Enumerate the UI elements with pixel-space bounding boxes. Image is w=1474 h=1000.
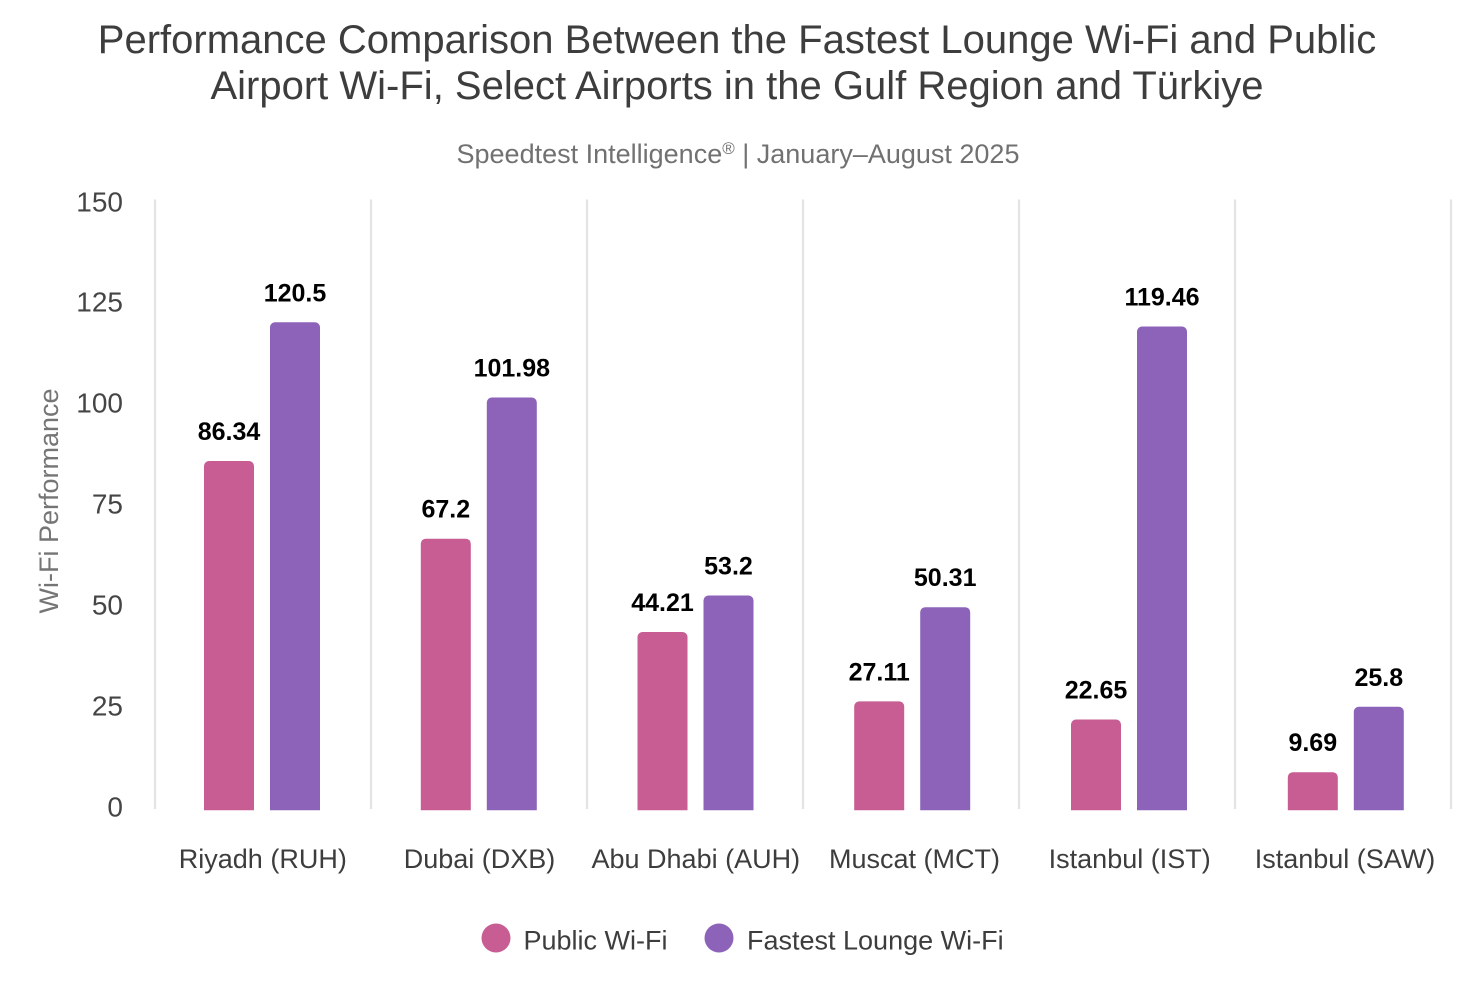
svg-text:67.2: 67.2 <box>421 496 470 524</box>
svg-text:86.34: 86.34 <box>198 418 261 446</box>
svg-text:Riyadh (RUH): Riyadh (RUH) <box>179 844 347 874</box>
svg-text:Abu Dhabi (AUH): Abu Dhabi (AUH) <box>592 844 801 874</box>
svg-text:125: 125 <box>76 287 123 318</box>
svg-text:25.8: 25.8 <box>1354 664 1403 692</box>
svg-text:Istanbul (SAW): Istanbul (SAW) <box>1255 844 1436 874</box>
svg-text:101.98: 101.98 <box>474 355 551 383</box>
svg-text:44.21: 44.21 <box>631 589 694 617</box>
svg-text:50.31: 50.31 <box>914 564 977 592</box>
svg-text:150: 150 <box>76 187 123 218</box>
svg-text:Fastest Lounge Wi-Fi: Fastest Lounge Wi-Fi <box>747 926 1004 956</box>
svg-text:53.2: 53.2 <box>704 553 753 581</box>
svg-text:Performance Comparison Between: Performance Comparison Between the Faste… <box>98 18 1376 62</box>
svg-text:Wi-Fi Performance: Wi-Fi Performance <box>34 388 64 613</box>
svg-text:119.46: 119.46 <box>1124 284 1199 312</box>
svg-text:9.69: 9.69 <box>1288 729 1337 757</box>
svg-text:Public Wi-Fi: Public Wi-Fi <box>524 926 668 956</box>
svg-text:Muscat (MCT): Muscat (MCT) <box>829 844 1000 874</box>
svg-text:22.65: 22.65 <box>1065 677 1128 705</box>
svg-text:0: 0 <box>107 792 123 823</box>
svg-text:50: 50 <box>92 590 123 621</box>
svg-text:Airport Wi-Fi, Select Airports: Airport Wi-Fi, Select Airports in the Gu… <box>210 64 1263 108</box>
svg-text:75: 75 <box>92 489 123 520</box>
svg-text:25: 25 <box>92 691 123 722</box>
svg-text:Istanbul (IST): Istanbul (IST) <box>1049 844 1211 874</box>
svg-text:27.11: 27.11 <box>849 658 910 686</box>
svg-text:Dubai (DXB): Dubai (DXB) <box>404 844 556 874</box>
svg-text:Speedtest Intelligence® | Janu: Speedtest Intelligence® | January–August… <box>457 139 1020 169</box>
svg-text:120.5: 120.5 <box>264 279 327 307</box>
svg-text:100: 100 <box>76 388 123 419</box>
